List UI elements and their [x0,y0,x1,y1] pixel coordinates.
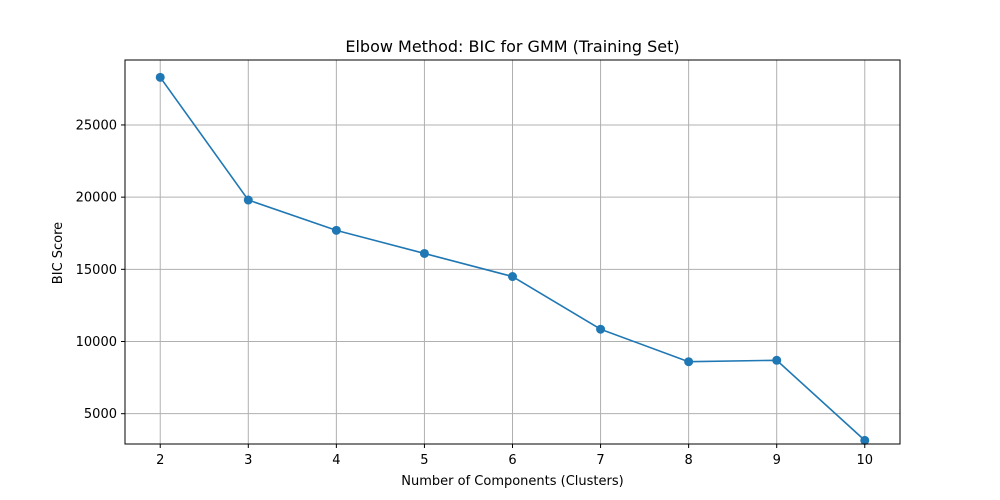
y-tick-label: 25000 [76,118,117,133]
x-tick-label: 4 [332,453,340,468]
x-axis-ticks: 2 3 4 5 6 7 8 9 10 [156,444,873,468]
data-point [331,225,341,235]
x-tick-label: 2 [156,453,164,468]
x-tick-label: 3 [244,453,252,468]
x-tick-label: 7 [596,453,604,468]
y-tick-label: 20000 [76,191,117,206]
data-point [596,324,606,334]
x-tick-label: 8 [684,453,692,468]
y-tick-label: 5000 [84,407,117,422]
x-axis-label: Number of Components (Clusters) [401,474,623,489]
x-tick-label: 5 [420,453,428,468]
x-tick-label: 6 [508,453,516,468]
data-point [684,357,694,367]
x-tick-label: 9 [773,453,781,468]
series-markers [155,72,870,445]
y-tick-label: 15000 [76,263,117,278]
data-point [772,355,782,365]
y-axis-ticks: 5000 10000 15000 20000 25000 [76,118,125,422]
data-point [508,272,517,282]
y-axis-label: BIC Score [51,222,66,284]
x-tick-label: 10 [856,453,873,468]
data-point [860,435,870,445]
grid [125,60,900,444]
data-point [419,248,429,258]
chart-title: Elbow Method: BIC for GMM (Training Set) [345,37,679,56]
y-tick-label: 10000 [76,335,117,350]
data-point [155,72,165,82]
data-point [243,195,253,205]
